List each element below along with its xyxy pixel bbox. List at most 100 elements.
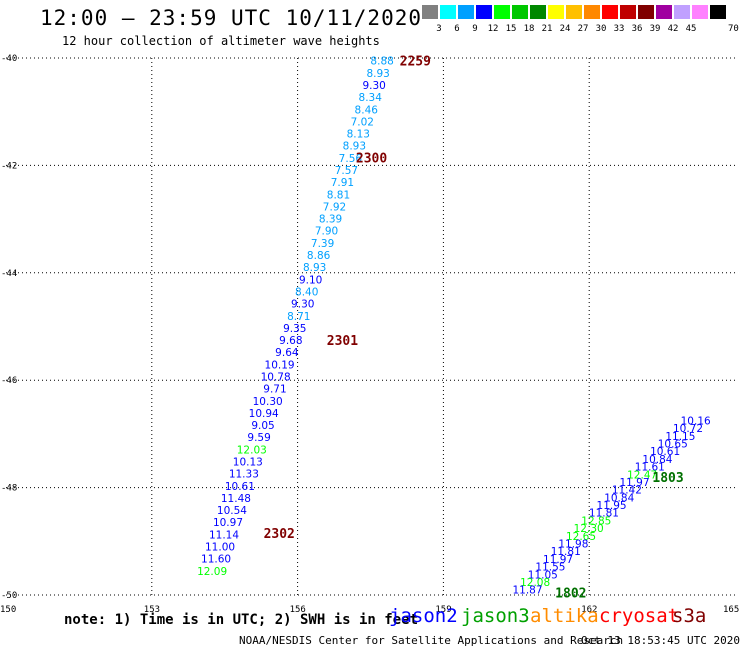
wave-height-point: 11.05 [528,569,558,581]
satellite-legend-s3a: s3a [672,605,707,627]
wave-height-point: 12.85 [581,515,611,527]
scale-label: 21 [541,24,553,34]
wave-height-point: 10.16 [681,415,711,427]
wave-height-point: 11.61 [635,462,665,474]
satellite-legend-jason3: jason3 [461,605,530,627]
wave-height-point: 7.92 [323,201,346,213]
wave-height-point: 10.61 [650,446,680,458]
scale-label: 18 [523,24,535,34]
wave-height-point: 11.33 [229,469,259,481]
wave-height-point: 9.30 [362,80,385,92]
wave-height-point: 7.02 [351,116,374,128]
longitude-label: 150 [0,605,16,615]
units-note: note: 1) Time is in UTC; 2) SWH is in fe… [64,612,419,628]
wave-height-point: 12.08 [520,577,550,589]
wave-height-point: 10.61 [225,481,255,493]
wave-height-point: 8.93 [343,141,366,153]
wave-height-point: 11.15 [665,431,695,443]
wave-height-point: 10.72 [673,423,703,435]
scale-swatch [584,5,600,19]
longitude-label: 153 [144,605,160,615]
longitude-label: 156 [290,605,306,615]
wave-height-point: 7.90 [315,226,338,238]
wave-height-point: 12.03 [237,444,267,456]
wave-height-point: 10.94 [249,408,279,420]
wave-height-point: 8.93 [303,262,326,274]
scale-label: 27 [577,24,589,34]
wave-height-point: 9.68 [279,335,302,347]
wave-height-point: 12.30 [574,523,604,535]
scale-swatch [476,5,492,19]
longitude-label: 162 [581,605,597,615]
wave-height-point: 11.98 [558,538,588,550]
latitude-label: -42 [1,161,17,171]
scale-label: 36 [631,24,643,34]
wave-height-point: 7.57 [335,165,358,177]
wave-height-point: 11.97 [619,477,649,489]
wave-height-point: 10.13 [233,457,263,469]
scale-swatch [638,5,654,19]
scale-label: 15 [505,24,517,34]
scale-unit-label: 70 (ft) [728,24,740,34]
latitude-label: -44 [1,269,17,279]
wave-height-point: 11.95 [597,500,627,512]
pass-time-label: 2259 [400,55,431,70]
scale-swatch [422,5,438,19]
wave-height-point: 11.87 [512,585,542,597]
wave-height-point: 10.19 [265,359,295,371]
wave-height-point: 10.84 [642,454,672,466]
wave-height-point: 8.34 [359,92,383,104]
latitude-label: -40 [1,54,17,64]
wave-height-point: 8.13 [347,129,370,141]
scale-label: 39 [649,24,661,34]
scale-swatch [530,5,546,19]
wave-height-point: 9.35 [283,323,306,335]
longitude-label: 159 [435,605,451,615]
wave-height-point: 8.81 [327,189,350,201]
pass-time-label: 2300 [356,151,387,166]
scale-label: 6 [454,24,460,34]
wave-height-point: 8.71 [287,311,310,323]
footer-credit: NOAA/NESDIS Center for Satellite Applica… [239,634,624,647]
wave-height-point: 9.64 [275,347,299,359]
wave-height-point: 11.14 [209,529,239,541]
pass-time-label: 1802 [555,586,586,601]
scale-swatch [548,5,564,19]
scale-swatch [494,5,510,19]
scale-swatch [656,5,672,19]
wave-height-point: 12.65 [566,531,596,543]
latitude-label: -50 [1,591,17,601]
wave-height-point: 11.48 [221,493,251,505]
scale-swatch [512,5,528,19]
wave-height-point: 11.42 [612,485,642,497]
wave-height-point: 8.86 [307,250,331,262]
scale-label: 33 [613,24,625,34]
wave-height-point: 7.91 [331,177,354,189]
footer-timestamp: Oct 13 18:53:45 UTC 2020 [581,634,740,647]
scale-label: 24 [559,24,571,34]
longitude-label: 165 [723,605,739,615]
wave-height-point: 10.65 [658,439,688,451]
wave-height-point: 11.81 [551,546,581,558]
wave-height-point: 10.54 [217,505,247,517]
wave-height-point: 12.09 [197,566,227,578]
wave-height-point: 11.00 [205,542,235,554]
wave-height-point: 9.05 [251,420,274,432]
wave-height-point: 9.59 [247,432,270,444]
wave-height-point: 7.39 [311,238,334,250]
scale-label: 45 [685,24,697,34]
wave-height-point: 10.84 [604,492,634,504]
map-title: 12:00 – 23:59 UTC 10/11/2020 [40,6,423,30]
satellite-legend-cryosat: cryosat [599,605,680,627]
scale-label: 42 [667,24,679,34]
scale-swatch [440,5,456,19]
wave-height-point: 11.97 [543,554,573,566]
wave-height-point: 8.46 [355,104,379,116]
wave-height-point: 8.88 [370,56,393,68]
pass-time-label: 2302 [264,527,295,542]
scale-swatch [620,5,636,19]
wave-height-point: 11.60 [201,554,231,566]
scale-swatch [602,5,618,19]
scale-label: 9 [472,24,478,34]
